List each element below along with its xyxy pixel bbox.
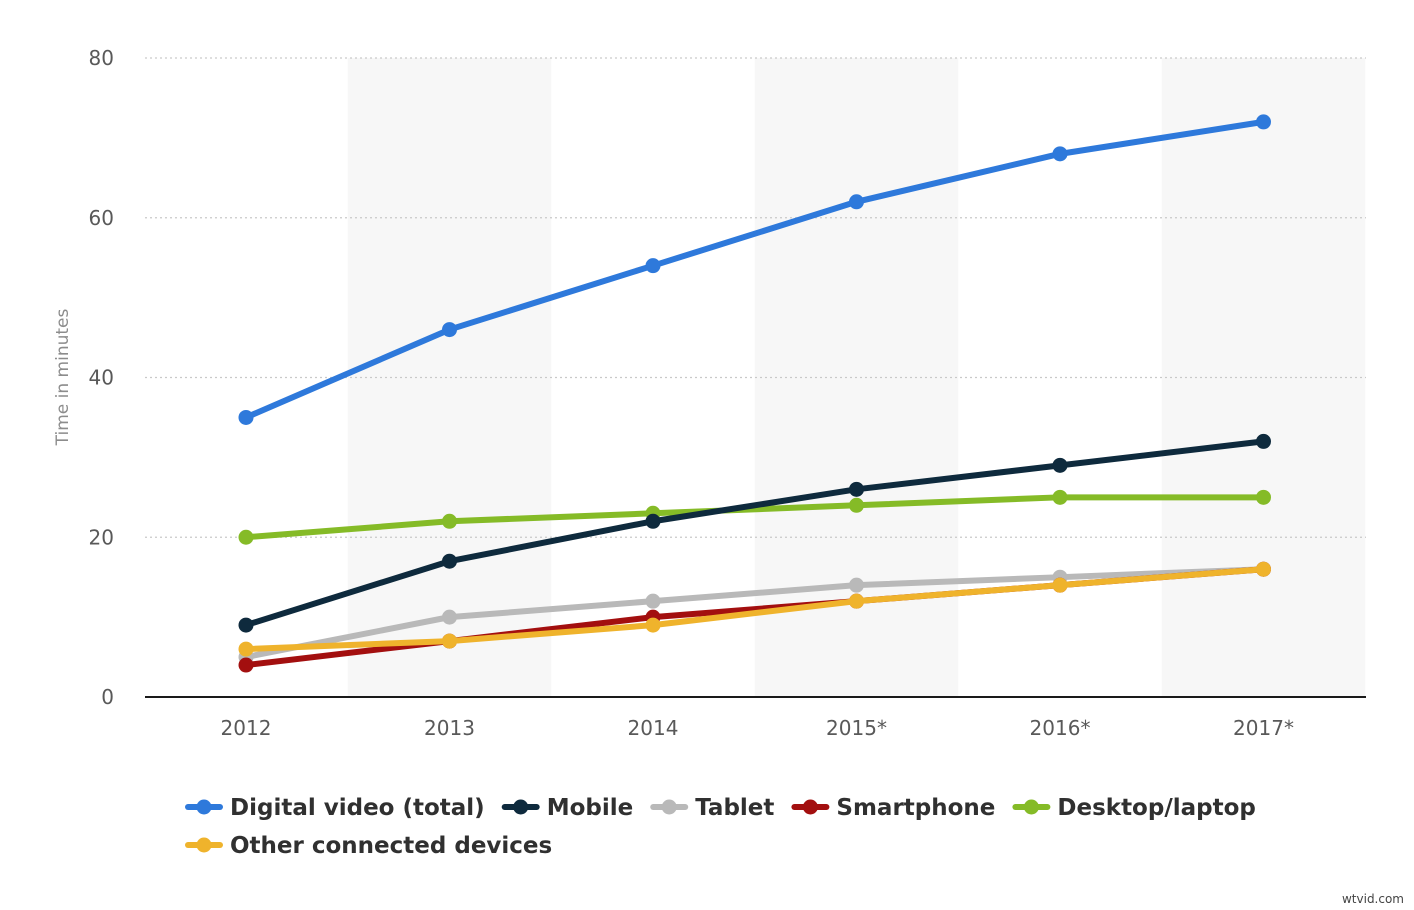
data-point[interactable] xyxy=(645,593,661,609)
data-point[interactable] xyxy=(238,529,254,545)
x-tick-label: 2015* xyxy=(826,716,887,740)
data-point[interactable] xyxy=(1256,114,1271,130)
y-tick-label: 80 xyxy=(89,46,114,70)
x-tick-label: 2012 xyxy=(221,716,272,740)
series-line xyxy=(243,438,1267,629)
legend-swatch-marker xyxy=(661,799,677,815)
legend-label: Smartphone xyxy=(836,795,995,821)
legend-item[interactable]: Desktop/laptop xyxy=(1012,795,1256,821)
watermark: wtvid.com xyxy=(1341,892,1404,906)
data-point[interactable] xyxy=(849,194,864,210)
legend-label: Tablet xyxy=(695,795,774,821)
legend-swatch-marker xyxy=(513,799,529,815)
x-tick-label: 2013 xyxy=(424,716,475,740)
legend-item[interactable]: Tablet xyxy=(650,795,774,821)
y-tick-labels: 0 20 40 60 80 xyxy=(89,46,114,709)
series-line xyxy=(243,118,1267,421)
legend-swatch-marker xyxy=(196,837,212,853)
y-tick-label: 0 xyxy=(101,685,114,709)
data-point[interactable] xyxy=(645,258,661,274)
x-tick-label: 2016* xyxy=(1030,716,1091,740)
data-point[interactable] xyxy=(1052,146,1068,162)
data-point[interactable] xyxy=(1256,489,1271,505)
series-mobile xyxy=(238,433,1271,633)
series-line xyxy=(243,566,1267,661)
x-tick-label: 2017* xyxy=(1233,716,1294,740)
legend-swatch-marker xyxy=(196,799,212,815)
data-point[interactable] xyxy=(849,593,864,609)
data-point[interactable] xyxy=(645,513,661,529)
series-digital-video-total xyxy=(238,114,1271,425)
series-lines xyxy=(238,114,1271,673)
data-point[interactable] xyxy=(238,617,254,633)
data-point[interactable] xyxy=(442,609,457,625)
data-point[interactable] xyxy=(442,633,457,649)
legend-item[interactable]: Other connected devices xyxy=(185,833,552,859)
data-point[interactable] xyxy=(1256,433,1271,449)
legend-label: Mobile xyxy=(547,795,634,821)
series-line xyxy=(243,566,1267,653)
legend-label: Other connected devices xyxy=(230,833,552,859)
data-point[interactable] xyxy=(849,577,864,593)
column-band-5 xyxy=(1161,58,1366,697)
x-tick-label: 2014 xyxy=(628,716,679,740)
data-point[interactable] xyxy=(238,641,254,657)
legend-label: Desktop/laptop xyxy=(1057,795,1255,821)
series-line xyxy=(243,494,1267,541)
legend-item[interactable]: Digital video (total) xyxy=(185,795,485,821)
y-tick-label: 60 xyxy=(89,206,114,230)
data-point[interactable] xyxy=(238,409,254,425)
data-point[interactable] xyxy=(238,657,254,673)
x-tick-labels: 2012 2013 2014 2015* 2016* 2017* xyxy=(221,716,1294,740)
data-point[interactable] xyxy=(442,322,457,338)
y-axis-title: Time in minutes xyxy=(53,309,73,447)
data-point[interactable] xyxy=(442,513,457,529)
gridlines xyxy=(145,57,1366,538)
y-tick-label: 40 xyxy=(89,366,114,390)
data-point[interactable] xyxy=(1052,457,1068,473)
data-point[interactable] xyxy=(849,497,864,513)
legend-swatch-marker xyxy=(1023,799,1039,815)
data-point[interactable] xyxy=(849,481,864,497)
series-desktop-laptop xyxy=(238,489,1271,545)
data-point[interactable] xyxy=(1256,561,1271,577)
legend-item[interactable]: Smartphone xyxy=(791,795,995,821)
y-tick-label: 20 xyxy=(89,525,114,549)
series-other-connected-devices xyxy=(238,561,1271,657)
legend-label: Digital video (total) xyxy=(230,795,485,821)
data-point[interactable] xyxy=(442,553,457,569)
legend-item[interactable]: Mobile xyxy=(501,795,634,821)
legend-swatch-marker xyxy=(802,799,818,815)
legend: Digital video (total) Mobile Tablet Smartph… xyxy=(185,795,1256,859)
data-point[interactable] xyxy=(1052,489,1068,505)
data-point[interactable] xyxy=(1052,577,1068,593)
data-point[interactable] xyxy=(645,617,661,633)
